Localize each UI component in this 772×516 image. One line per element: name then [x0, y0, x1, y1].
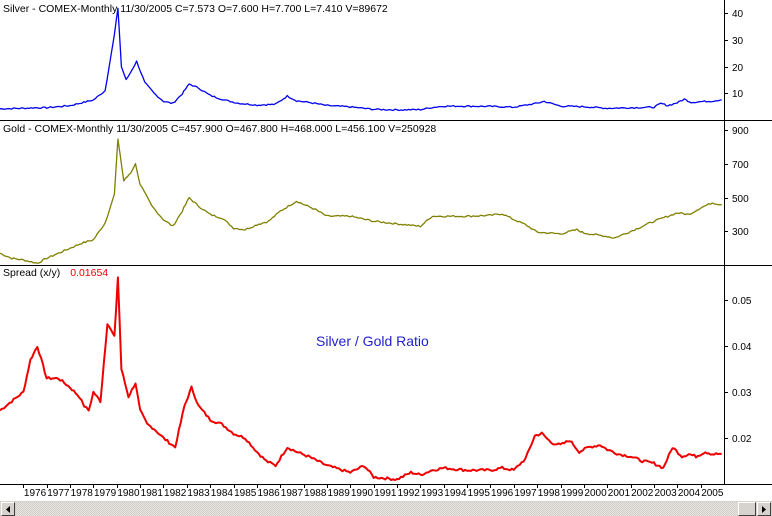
x-tick-label: 1987	[281, 488, 304, 499]
x-tick-label: 1985	[234, 488, 257, 499]
spread-panel: Spread (x/y) 0.01654 Silver / Gold Ratio …	[0, 267, 752, 481]
x-axis: 1976 1977 1978 1979 1980 1981 1982 1983 1984 1985…	[23, 484, 724, 499]
x-tick-label: 2001	[608, 488, 631, 499]
x-tick-label: 1993	[421, 488, 444, 499]
x-tick-label: 1980	[117, 488, 140, 499]
x-tick-label: 1989	[328, 488, 351, 499]
x-tick-label: 1991	[374, 488, 397, 499]
arrow-right-icon	[762, 506, 766, 513]
gold-tick-label: 700	[732, 160, 749, 171]
spread-tick-label: 0.03	[732, 388, 752, 399]
x-tick-label: 2000	[584, 488, 607, 499]
silver-tick-label: 30	[732, 36, 744, 47]
silver-tick-label: 20	[732, 63, 744, 74]
spread-tick-label: 0.02	[732, 434, 752, 445]
gold-panel-header: Gold - COMEX-Monthly 11/30/2005 C=457.90…	[3, 123, 436, 135]
silver-panel-header: Silver - COMEX-Monthly 11/30/2005 C=7.57…	[3, 3, 388, 15]
x-tick-label: 1983	[187, 488, 210, 499]
x-tick-label: 1988	[304, 488, 327, 499]
scrollbar-track[interactable]	[16, 502, 738, 516]
scrollbar-thumb[interactable]	[738, 502, 756, 516]
scroll-right-button[interactable]	[757, 502, 771, 516]
x-tick-label: 2004	[678, 488, 701, 499]
spread-header-value: 0.01654	[70, 267, 108, 279]
x-tick-label: 2002	[631, 488, 654, 499]
x-tick-label: 1986	[257, 488, 280, 499]
gold-tick-label: 500	[732, 194, 749, 205]
arrow-left-icon	[6, 506, 10, 513]
silver-tick-label: 10	[732, 89, 744, 100]
x-tick-label: 2005	[701, 488, 724, 499]
scroll-left-button[interactable]	[1, 502, 15, 516]
silver-panel: Silver - COMEX-Monthly 11/30/2005 C=7.57…	[0, 3, 744, 112]
x-tick-label: 1995	[468, 488, 491, 499]
silver-tick-label: 40	[732, 9, 744, 20]
x-tick-label: 1978	[71, 488, 94, 499]
x-tick-label: 1996	[491, 488, 514, 499]
ratio-annotation: Silver / Gold Ratio	[316, 333, 429, 349]
spread-series-line	[0, 276, 722, 481]
gold-series-line	[0, 138, 722, 264]
chart-frame	[0, 0, 772, 485]
x-tick-label: 1981	[141, 488, 164, 499]
gold-panel: Gold - COMEX-Monthly 11/30/2005 C=457.90…	[0, 123, 749, 264]
x-tick-label: 1999	[561, 488, 584, 499]
x-tick-label: 1979	[94, 488, 117, 499]
spread-header-label: Spread (x/y)	[3, 267, 60, 279]
x-tick-label: 1982	[164, 488, 187, 499]
gold-tick-label: 300	[732, 227, 749, 238]
spread-tick-label: 0.05	[732, 296, 752, 307]
x-tick-label: 1992	[398, 488, 421, 499]
x-tick-label: 1994	[444, 488, 467, 499]
silver-series-line	[0, 7, 722, 112]
x-tick-label: 1976	[24, 488, 47, 499]
x-tick-label: 1990	[351, 488, 374, 499]
spread-tick-label: 0.04	[732, 342, 752, 353]
x-tick-label: 1998	[538, 488, 561, 499]
x-tick-label: 1997	[514, 488, 537, 499]
gold-tick-label: 900	[732, 126, 749, 137]
spread-panel-header: Spread (x/y) 0.01654	[3, 267, 108, 279]
x-tick-label: 1977	[47, 488, 70, 499]
chart-canvas: Silver - COMEX-Monthly 11/30/2005 C=7.57…	[0, 0, 772, 500]
x-tick-label: 2003	[654, 488, 677, 499]
x-tick-label: 1984	[211, 488, 234, 499]
horizontal-scrollbar[interactable]	[0, 500, 772, 516]
